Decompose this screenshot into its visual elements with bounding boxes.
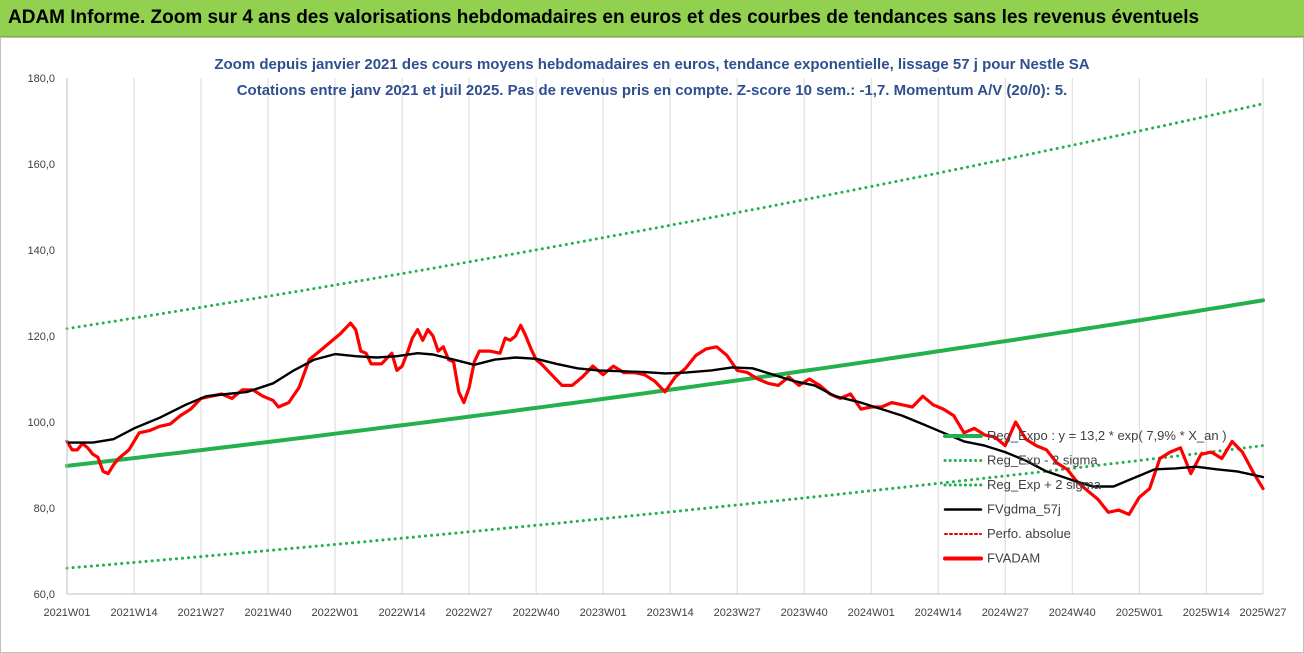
x-tick-label: 2024W14 — [915, 607, 962, 619]
series-reg-exp-plus-2-sigma — [65, 102, 1265, 331]
x-tick-label: 2021W40 — [245, 607, 292, 619]
x-tick-label: 2024W27 — [982, 607, 1029, 619]
legend: Reg_Expo : y = 13,2 * exp( 7,9% * X_an )… — [943, 428, 1227, 566]
x-tick-label: 2021W01 — [43, 607, 90, 619]
x-tick-label: 2022W40 — [513, 607, 560, 619]
x-tick-label: 2025W27 — [1239, 607, 1286, 619]
x-tick-label: 2023W14 — [647, 607, 694, 619]
y-tick-label: 80,0 — [34, 503, 55, 515]
x-tick-label: 2024W01 — [848, 607, 895, 619]
y-tick-label: 160,0 — [27, 159, 55, 171]
x-tick-label: 2024W40 — [1049, 607, 1096, 619]
legend-label: Perfo. absolue — [987, 526, 1071, 541]
series-layer — [65, 102, 1265, 570]
y-tick-label: 140,0 — [27, 245, 55, 257]
x-tick-label: 2023W40 — [781, 607, 828, 619]
x-tick-label: 2025W01 — [1116, 607, 1163, 619]
x-tick-label: 2021W27 — [177, 607, 224, 619]
y-tick-label: 120,0 — [27, 331, 55, 343]
report-banner: ADAM Informe. Zoom sur 4 ans des valoris… — [0, 0, 1304, 37]
legend-label: FVgdma_57j — [987, 502, 1061, 517]
y-tick-label: 180,0 — [27, 73, 55, 85]
legend-label: Reg_Exp + 2 sigma — [987, 477, 1102, 492]
x-tick-label: 2021W14 — [110, 607, 157, 619]
report-title: ADAM Informe. Zoom sur 4 ans des valoris… — [8, 7, 1200, 28]
chart-area: 2021W01 2021W14 2021W27 2021W40 2022W01 2022W… — [0, 37, 1304, 653]
legend-label: FVADAM — [987, 551, 1040, 566]
series-fvgdma-57j — [65, 352, 1265, 488]
x-tick-label: 2022W14 — [379, 607, 426, 619]
legend-label: Reg_Expo : y = 13,2 * exp( 7,9% * X_an ) — [987, 428, 1227, 443]
x-tick-label: 2025W14 — [1183, 607, 1230, 619]
x-tick-label: 2022W01 — [312, 607, 359, 619]
x-tick-label: 2022W27 — [446, 607, 493, 619]
x-tick-label: 2023W27 — [714, 607, 761, 619]
chart-title: Zoom depuis janvier 2021 des cours moyen… — [214, 56, 1089, 73]
y-tick-label: 100,0 — [27, 417, 55, 429]
series-fvadam — [65, 321, 1265, 516]
series-reg-exp-minus-2-sigma — [65, 444, 1265, 570]
chart-subtitle: Cotations entre janv 2021 et juil 2025. … — [237, 82, 1068, 99]
gridlines — [66, 78, 1264, 594]
y-tick-label: 60,0 — [34, 589, 55, 601]
chart-svg: 2021W01 2021W14 2021W27 2021W40 2022W01 2022W… — [27, 56, 1286, 619]
legend-label: Reg_Exp - 2 sigma — [987, 453, 1098, 468]
axes: 2021W01 2021W14 2021W27 2021W40 2022W01 2022W… — [27, 73, 1286, 619]
x-tick-label: 2023W01 — [580, 607, 627, 619]
